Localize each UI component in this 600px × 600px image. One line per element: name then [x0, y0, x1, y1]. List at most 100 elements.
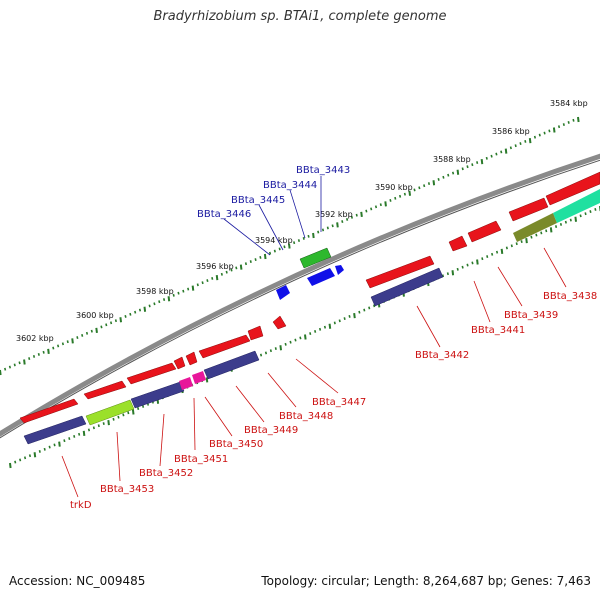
scale-tick-major: [58, 441, 61, 447]
cds-bar[interactable]: [130, 381, 185, 409]
gene-arrow-forward[interactable]: [19, 398, 79, 424]
scale-tick-minor: [346, 218, 349, 221]
scale-tick-minor: [92, 426, 95, 430]
scale-tick-minor: [491, 252, 494, 256]
scale-tick-minor: [141, 404, 145, 408]
scale-tick-minor: [158, 300, 161, 304]
scale-tick-minor: [559, 222, 563, 226]
scale-label: 3596 kbp: [196, 262, 234, 271]
scale-tick-major: [528, 137, 532, 144]
cds-bar-pink[interactable]: [192, 371, 206, 384]
gene-arrow-forward[interactable]: [173, 356, 186, 370]
gene-arrow-forward[interactable]: [467, 220, 502, 243]
scale-tick-minor: [4, 367, 7, 371]
gene-arrow-forward-green[interactable]: [299, 247, 332, 269]
scale-tick-minor: [519, 142, 522, 145]
scale-tick-minor: [85, 331, 89, 335]
gene-arrow-forward[interactable]: [448, 235, 468, 252]
scale-tick-minor: [264, 351, 268, 355]
scale-tick-major: [312, 232, 315, 239]
scale-tick-minor: [38, 449, 41, 453]
gene-arrow-forward[interactable]: [83, 380, 127, 400]
scale-tick-minor: [584, 212, 587, 216]
scale-tick-minor: [471, 163, 474, 167]
scale-tick-minor: [589, 210, 592, 213]
gene-arrow-blue[interactable]: [307, 268, 335, 286]
scale-tick-major: [480, 159, 484, 165]
scale-tick-minor: [495, 152, 498, 156]
gene-arrow-blue[interactable]: [335, 265, 344, 275]
gene-arrow-forward[interactable]: [272, 315, 287, 330]
scale-tick-major: [525, 238, 528, 244]
cds-bar-pink[interactable]: [179, 377, 193, 390]
gene-arrow-forward[interactable]: [126, 362, 177, 385]
scale-tick-minor: [61, 342, 64, 346]
scale-tick-minor: [461, 265, 464, 269]
gene-arrow-forward[interactable]: [365, 255, 435, 289]
cds-bar[interactable]: [23, 415, 87, 445]
scale-tick-minor: [129, 312, 132, 316]
cds-bar-olive[interactable]: [513, 213, 557, 242]
scale-tick-minor: [456, 267, 459, 271]
scale-label: 3598 kbp: [136, 287, 174, 296]
gene-arrow-forward[interactable]: [508, 197, 549, 222]
gene-arrow-forward[interactable]: [247, 325, 264, 341]
scale-tick-minor: [471, 261, 474, 265]
scale-tick-minor: [201, 281, 204, 285]
scale-tick-minor: [343, 317, 346, 321]
scale-tick-major: [9, 462, 12, 469]
scale-tick-minor: [299, 336, 302, 340]
scale-tick-minor: [254, 258, 257, 261]
scale-tick-major: [549, 227, 553, 233]
cds-bar[interactable]: [203, 350, 260, 380]
scale-tick-minor: [73, 434, 76, 438]
scale-tick-minor: [442, 175, 445, 179]
scale-tick-minor: [341, 220, 344, 223]
scale-tick-major: [239, 264, 243, 270]
gene-label: BBta_3441: [471, 325, 525, 336]
scale-tick-major: [263, 253, 267, 260]
scale-tick-minor: [97, 424, 100, 428]
leader-lines: [61, 176, 567, 498]
scale-label: 3602 kbp: [16, 334, 54, 343]
scale-tick-minor: [283, 245, 286, 249]
gene-arrow-blue[interactable]: [276, 285, 290, 300]
scale-tick-minor: [53, 443, 56, 447]
scale-tick-minor: [524, 140, 527, 143]
scale-tick-major: [574, 216, 578, 222]
scale-tick-major: [552, 127, 556, 133]
scale-tick-major: [279, 345, 283, 351]
scale-tick-minor: [495, 250, 499, 254]
scale-tick-minor: [78, 432, 81, 436]
scale-tick-minor: [297, 239, 301, 242]
scale-tick-minor: [137, 407, 140, 411]
scale-tick-minor: [87, 428, 91, 432]
gene-arrow-forward[interactable]: [198, 334, 251, 359]
scale-tick-minor: [567, 121, 570, 124]
scale-tick-minor: [530, 235, 533, 239]
scale-tick-minor: [368, 306, 371, 310]
scale-tick-minor: [350, 215, 353, 219]
scale-tick-minor: [370, 207, 373, 211]
scale-tick-major: [191, 285, 195, 291]
scale-tick-minor: [43, 447, 46, 451]
scale-tick-minor: [514, 144, 517, 148]
scale-tick-minor: [318, 327, 322, 331]
gene-arrow-forward[interactable]: [185, 351, 198, 366]
gene-label: BBta_3447: [312, 397, 366, 408]
scale-label: 3592 kbp: [315, 210, 353, 219]
scale-tick-minor: [19, 458, 22, 462]
scale-tick-minor: [545, 229, 548, 233]
scale-tick-major: [304, 334, 307, 340]
scale-tick-minor: [273, 249, 276, 253]
cds-bar-lime[interactable]: [85, 399, 135, 426]
scale-tick-minor: [28, 454, 32, 458]
scale-tick-minor: [225, 270, 228, 274]
gene-arrow-forward[interactable]: [545, 171, 600, 206]
scale-tick-minor: [562, 123, 565, 127]
genome-backbone-shadow: [0, 159, 600, 439]
scale-tick-minor: [373, 304, 376, 308]
gene-label: trkD: [70, 500, 92, 511]
cds-bar-teal[interactable]: [553, 189, 600, 223]
cds-bar[interactable]: [370, 267, 444, 307]
